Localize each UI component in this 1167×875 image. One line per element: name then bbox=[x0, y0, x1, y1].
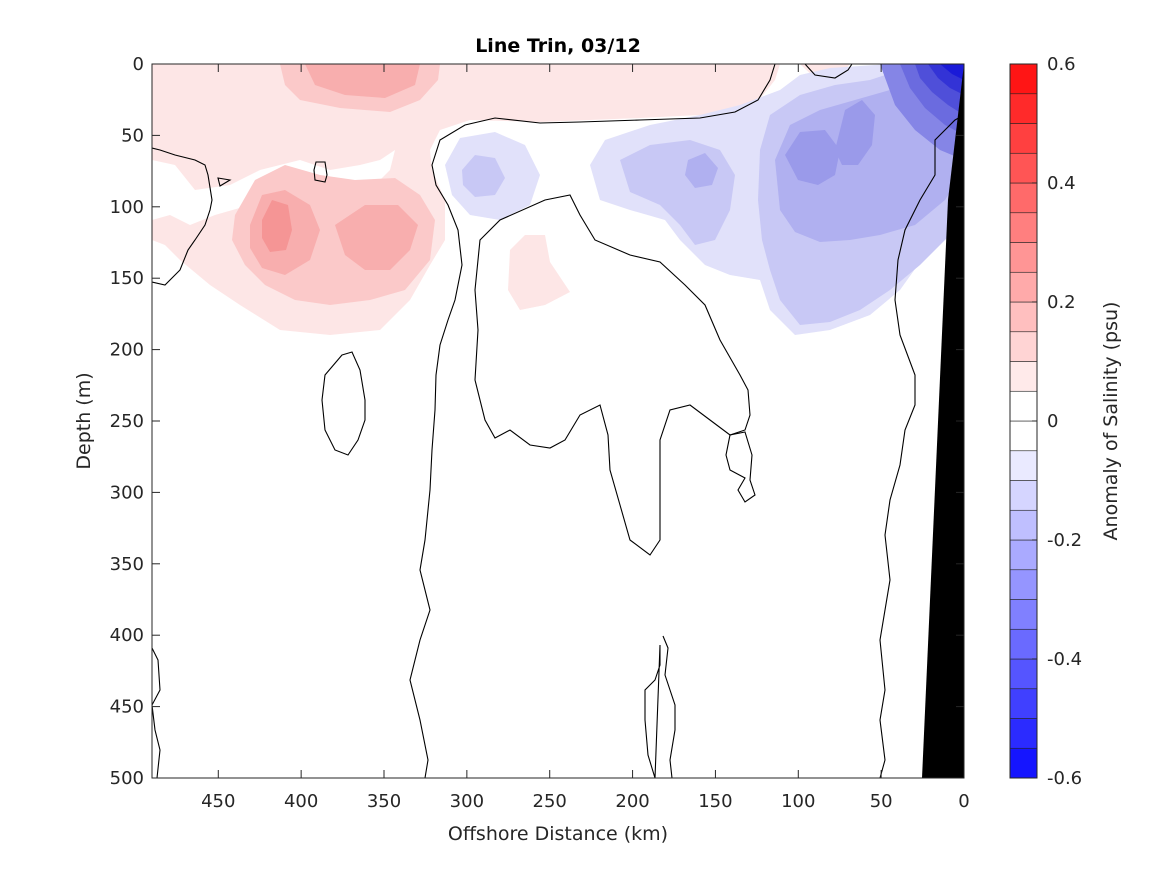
colorbar-bin bbox=[1009, 93, 1038, 124]
negative-anomaly-core-60km-inner bbox=[835, 100, 875, 165]
colorbar-bin bbox=[1009, 182, 1038, 214]
colorbar-bin bbox=[1009, 450, 1038, 481]
negative-anomaly-patch-300km-inner bbox=[462, 155, 505, 197]
zero-contour-left-edge bbox=[152, 147, 213, 286]
x-tick-label: 300 bbox=[450, 791, 484, 812]
colorbar-label: Anomaly of Salinity (psu) bbox=[1100, 302, 1122, 541]
colorbar-tick-label: 0.6 bbox=[1047, 54, 1076, 75]
colorbar-bin bbox=[1009, 539, 1038, 571]
x-tick-label: 450 bbox=[201, 791, 235, 812]
colorbar-bin bbox=[1009, 123, 1038, 154]
colorbar-ticks: 0.6 0.4 0.2 0 -0.2 -0.4 -0.6 bbox=[1032, 54, 1082, 789]
x-tick-label: 250 bbox=[533, 791, 567, 812]
zero-contour-main bbox=[409, 64, 776, 778]
y-tick-label: 300 bbox=[110, 482, 144, 503]
x-tick-label: 50 bbox=[870, 791, 893, 812]
y-tick-label: 400 bbox=[110, 625, 144, 646]
x-tick-label: 150 bbox=[698, 791, 732, 812]
colorbar-bin bbox=[1009, 658, 1038, 690]
y-tick-label: 500 bbox=[110, 768, 144, 789]
y-axis-ticks: 0 50 100 150 200 250 300 350 400 450 500 bbox=[110, 54, 964, 789]
colorbar-tick-label: 0 bbox=[1047, 411, 1058, 432]
colorbar-bin bbox=[1009, 271, 1038, 303]
negative-anomaly-core-100km-inner bbox=[785, 130, 840, 185]
colorbar-bin bbox=[1009, 63, 1038, 95]
y-tick-label: 450 bbox=[110, 697, 144, 718]
y-tick-label: 350 bbox=[110, 554, 144, 575]
chart-title: Line Trin, 03/12 bbox=[475, 35, 641, 57]
x-tick-label: 350 bbox=[367, 791, 401, 812]
zero-contour-inner-lobe bbox=[474, 194, 751, 556]
colorbar-tick-label: -0.4 bbox=[1047, 649, 1082, 670]
colorbar-bin bbox=[1009, 390, 1038, 422]
positive-anomaly-patch-mid bbox=[508, 235, 570, 310]
zero-contour-tiny-loop-390km bbox=[313, 161, 328, 183]
colorbar-bin bbox=[1009, 152, 1038, 184]
seafloor-mask bbox=[922, 64, 964, 778]
y-tick-label: 0 bbox=[133, 54, 144, 75]
colorbar-bin bbox=[1009, 361, 1038, 392]
x-tick-label: 100 bbox=[781, 791, 815, 812]
colorbar-tick-label: 0.2 bbox=[1047, 292, 1076, 313]
colorbar-bin bbox=[1009, 480, 1038, 511]
colorbar-bin bbox=[1009, 301, 1038, 333]
colorbar-tick-label: -0.6 bbox=[1047, 768, 1082, 789]
zero-contour-small-loop bbox=[725, 431, 756, 503]
y-axis-label: Depth (m) bbox=[73, 372, 95, 469]
colorbar-bin bbox=[1009, 331, 1038, 362]
x-tick-label: 0 bbox=[958, 791, 969, 812]
zero-contour-tiny-loop-445km bbox=[217, 177, 232, 187]
colorbar-bin bbox=[1009, 628, 1038, 660]
colorbar-bin bbox=[1009, 688, 1038, 719]
y-tick-label: 100 bbox=[110, 197, 144, 218]
negative-anomaly-fills bbox=[445, 64, 964, 335]
x-axis-label: Offshore Distance (km) bbox=[448, 823, 668, 845]
colorbar-bin bbox=[1009, 747, 1038, 779]
positive-anomaly-core-right bbox=[335, 205, 418, 270]
y-tick-label: 50 bbox=[121, 125, 144, 146]
colorbar-bin bbox=[1009, 569, 1038, 600]
colorbar-tick-label: -0.2 bbox=[1047, 530, 1082, 551]
y-tick-label: 200 bbox=[110, 340, 144, 361]
zero-contour-lines bbox=[152, 64, 964, 778]
colorbar-bin bbox=[1009, 599, 1038, 630]
x-axis-ticks: 450 400 350 300 250 200 150 100 50 0 bbox=[201, 64, 970, 812]
colorbar-tick-label: 0.4 bbox=[1047, 173, 1076, 194]
negative-anomaly-core-150km-inner bbox=[685, 153, 718, 188]
colorbar-bin bbox=[1009, 212, 1038, 243]
zero-contour-loop-180km bbox=[644, 635, 676, 778]
zero-contour-near-shore bbox=[879, 114, 964, 778]
x-tick-label: 200 bbox=[615, 791, 649, 812]
colorbar-bin bbox=[1009, 509, 1038, 541]
positive-anomaly-core-innermost bbox=[262, 200, 292, 252]
x-tick-label: 400 bbox=[284, 791, 318, 812]
contour-field bbox=[152, 64, 964, 778]
positive-anomaly-surface-core-inner bbox=[305, 64, 420, 98]
colorbar-bin bbox=[1009, 242, 1038, 273]
zero-contour-loop-370km bbox=[321, 351, 366, 456]
colorbar-bin bbox=[1009, 420, 1038, 452]
colorbar-bin bbox=[1009, 718, 1038, 749]
zero-contour-bottom-left bbox=[152, 647, 161, 778]
zero-contour-surface-loop bbox=[804, 64, 853, 79]
y-tick-label: 150 bbox=[110, 268, 144, 289]
positive-anomaly-fills bbox=[152, 64, 850, 335]
coastal-negative-level-5 bbox=[940, 64, 964, 80]
y-tick-label: 250 bbox=[110, 411, 144, 432]
